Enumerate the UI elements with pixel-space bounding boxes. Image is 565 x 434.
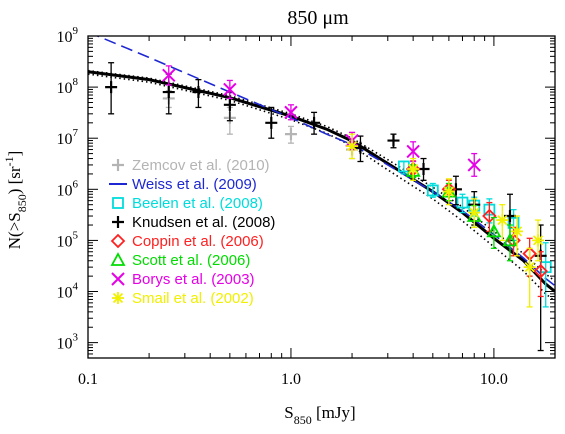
data-point xyxy=(486,223,502,238)
y-tick-label-exponent: 3 xyxy=(73,332,79,344)
x-tick-label: 1.0 xyxy=(281,371,301,388)
y-tick-label: 108 xyxy=(57,76,79,97)
data-point xyxy=(265,116,278,129)
data-point xyxy=(223,98,236,111)
data-point xyxy=(162,86,175,99)
data-point xyxy=(406,144,420,159)
data-point xyxy=(442,185,455,198)
y-tick-label-base: 10 xyxy=(57,182,73,199)
y-axis-title-sup: -1 xyxy=(2,156,16,166)
data-point xyxy=(502,232,518,247)
x-axis-title-unit: [mJy] xyxy=(312,403,356,422)
y-tick-label: 105 xyxy=(57,229,79,250)
y-axis-title-sub: 850 xyxy=(15,194,29,212)
y-axis-title-main: N(>S xyxy=(5,212,24,249)
legend-marker xyxy=(110,252,126,266)
x-axis-title-main: S xyxy=(284,403,293,422)
y-tick-label: 107 xyxy=(57,127,79,148)
legend-item: Scott et al. (2006) xyxy=(110,252,250,269)
data-point xyxy=(346,140,359,153)
data-point xyxy=(523,261,536,274)
y-axis-title-end: ] xyxy=(5,151,24,157)
data-point xyxy=(496,214,509,227)
series-0 xyxy=(162,90,359,160)
legend-item: Smail et al. (2002) xyxy=(112,290,254,307)
series-7 xyxy=(346,133,545,308)
legend-label: Borys et al. (2003) xyxy=(132,271,255,288)
legend-label: Knudsen et al. (2008) xyxy=(132,214,275,231)
legend-label: Coppin et al. (2006) xyxy=(132,233,264,250)
legend-marker xyxy=(112,197,124,209)
data-point xyxy=(482,208,497,224)
y-tick-label: 103 xyxy=(57,332,79,353)
y-tick-label-base: 10 xyxy=(57,285,73,302)
data-point xyxy=(308,116,321,129)
data-point xyxy=(284,105,298,120)
legend-item: Coppin et al. (2006) xyxy=(110,233,264,250)
chart-title: 850 μm xyxy=(287,7,349,29)
legend-marker xyxy=(112,159,124,171)
plot-inner xyxy=(88,36,555,352)
legend-label: Smail et al. (2002) xyxy=(132,290,254,307)
data-point xyxy=(511,225,524,238)
legend-item: Knudsen et al. (2008) xyxy=(112,214,275,231)
plot-area xyxy=(88,36,555,352)
legend-label: Weiss et al. (2009) xyxy=(132,176,257,193)
y-tick-label-base: 10 xyxy=(57,233,73,250)
y-tick-label-exponent: 6 xyxy=(73,178,79,190)
y-axis-title-unit: ) [sr xyxy=(5,166,24,194)
legend-label: Zemcov et al. (2010) xyxy=(132,157,270,174)
y-tick-label-base: 10 xyxy=(57,80,73,97)
data-point xyxy=(407,162,420,175)
series-3 xyxy=(105,62,547,352)
legend-item: Zemcov et al. (2010) xyxy=(112,157,270,174)
data-point xyxy=(533,263,548,279)
y-tick-label-exponent: 8 xyxy=(73,76,79,88)
legend-item: Beelen et al. (2008) xyxy=(112,195,263,212)
y-tick-label-exponent: 4 xyxy=(73,281,79,293)
data-point xyxy=(456,196,469,209)
series-4 xyxy=(405,160,548,298)
data-point xyxy=(532,234,545,247)
data-point xyxy=(223,82,237,97)
y-tick-label-exponent: 9 xyxy=(73,25,79,37)
legend-item: Weiss et al. (2009) xyxy=(109,176,257,193)
x-tick-label: 10.0 xyxy=(480,371,508,388)
legend: Zemcov et al. (2010) Weiss et al. (2009) B… xyxy=(109,157,275,307)
data-point xyxy=(354,141,367,154)
data-point xyxy=(162,68,176,83)
data-point xyxy=(105,81,118,94)
y-tick-label: 109 xyxy=(57,25,79,46)
y-tick-label: 106 xyxy=(57,178,79,199)
legend-label: Beelen et al. (2008) xyxy=(132,195,263,212)
y-axis-title: N(>S850) [sr-1] xyxy=(2,151,29,250)
legend-marker xyxy=(112,292,124,304)
y-tick-label-base: 10 xyxy=(57,131,73,148)
legend-marker xyxy=(112,216,124,228)
x-tick-label: 0.1 xyxy=(78,371,98,388)
x-axis-title: S850 [mJy] xyxy=(284,403,355,427)
y-tick-label-base: 10 xyxy=(57,336,73,353)
legend-item: Borys et al. (2003) xyxy=(111,271,255,288)
x-axis-title-sub: 850 xyxy=(294,413,312,427)
data-point xyxy=(468,206,481,219)
data-point xyxy=(426,184,439,197)
data-point xyxy=(467,158,481,172)
y-tick-label-exponent: 7 xyxy=(73,127,79,139)
data-point xyxy=(284,128,297,141)
data-point xyxy=(192,86,205,99)
legend-marker xyxy=(110,233,126,249)
data-point xyxy=(387,134,400,147)
legend-marker xyxy=(111,272,125,286)
y-tick-label-base: 10 xyxy=(57,29,73,46)
y-tick-label: 104 xyxy=(57,281,79,302)
legend-label: Scott et al. (2006) xyxy=(132,252,250,269)
y-tick-label-exponent: 5 xyxy=(73,229,79,241)
